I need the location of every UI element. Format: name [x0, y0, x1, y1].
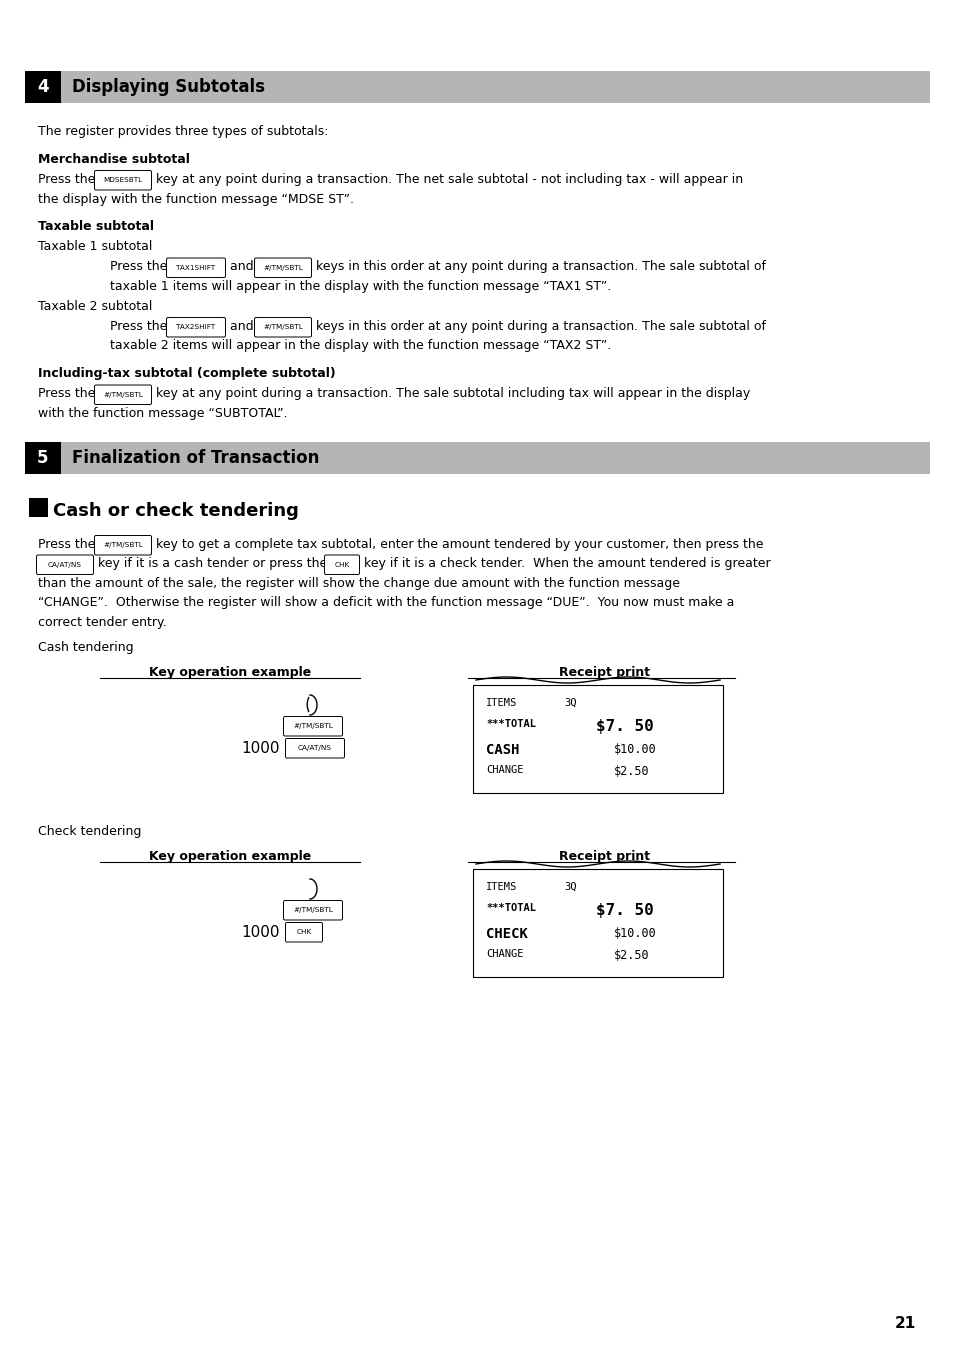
FancyBboxPatch shape	[324, 554, 359, 575]
Text: and: and	[226, 260, 253, 274]
Text: $10.00: $10.00	[614, 927, 656, 940]
Text: and: and	[226, 320, 253, 333]
Text: Cash or check tendering: Cash or check tendering	[53, 502, 298, 519]
Text: key to get a complete tax subtotal, enter the amount tendered by your customer, : key to get a complete tax subtotal, ente…	[152, 538, 762, 550]
Text: Key operation example: Key operation example	[149, 666, 311, 679]
Text: ITEMS: ITEMS	[485, 697, 517, 708]
Text: 3Q: 3Q	[563, 697, 576, 708]
Text: Press the: Press the	[38, 173, 95, 186]
Text: $10.00: $10.00	[614, 743, 656, 755]
Text: $2.50: $2.50	[614, 948, 649, 962]
Bar	[473, 869, 722, 977]
Text: CHANGE: CHANGE	[485, 948, 523, 959]
Text: CASH: CASH	[485, 743, 519, 757]
Text: Press the: Press the	[38, 387, 95, 401]
Text: $7. 50: $7. 50	[596, 902, 653, 919]
Text: taxable 1 items will appear in the display with the function message “TAX1 ST”.: taxable 1 items will appear in the displ…	[110, 281, 611, 293]
Text: #/TM/SBTL: #/TM/SBTL	[263, 324, 302, 331]
Text: CHECK: CHECK	[485, 927, 527, 942]
Text: Key operation example: Key operation example	[149, 850, 311, 863]
Text: MDSESBTL: MDSESBTL	[103, 177, 142, 183]
Bar	[473, 685, 722, 793]
Text: #/TM/SBTL: #/TM/SBTL	[293, 723, 333, 730]
Bar	[25, 71, 61, 103]
Text: CA/AT/NS: CA/AT/NS	[297, 745, 332, 751]
Text: #/TM/SBTL: #/TM/SBTL	[103, 391, 143, 398]
Text: #/TM/SBTL: #/TM/SBTL	[103, 542, 143, 548]
Text: CHK: CHK	[296, 929, 312, 935]
Text: Press the: Press the	[38, 538, 95, 550]
Text: Receipt print: Receipt print	[558, 666, 650, 679]
Text: 1000: 1000	[241, 741, 280, 755]
Bar	[25, 71, 929, 103]
FancyBboxPatch shape	[283, 901, 342, 920]
FancyBboxPatch shape	[94, 170, 152, 190]
Text: The register provides three types of subtotals:: The register provides three types of sub…	[38, 125, 328, 138]
Text: 1000: 1000	[241, 925, 280, 940]
Text: Check tendering: Check tendering	[38, 826, 141, 838]
FancyBboxPatch shape	[94, 384, 152, 405]
FancyBboxPatch shape	[285, 923, 322, 942]
Text: keys in this order at any point during a transaction. The sale subtotal of: keys in this order at any point during a…	[312, 320, 765, 333]
Text: 5: 5	[37, 449, 49, 467]
Text: with the function message “SUBTOTAL”.: with the function message “SUBTOTAL”.	[38, 407, 287, 420]
Text: Press the: Press the	[110, 260, 167, 274]
Text: CHK: CHK	[334, 561, 349, 568]
Text: Press the: Press the	[110, 320, 167, 333]
Text: Taxable 2 subtotal: Taxable 2 subtotal	[38, 299, 152, 313]
Text: Including-tax subtotal (complete subtotal): Including-tax subtotal (complete subtota…	[38, 367, 335, 380]
Text: TAX2SHIFT: TAX2SHIFT	[176, 324, 215, 331]
Text: 4: 4	[37, 78, 49, 96]
Text: than the amount of the sale, the register will show the change due amount with t: than the amount of the sale, the registe…	[38, 577, 679, 590]
Text: Finalization of Transaction: Finalization of Transaction	[71, 449, 319, 467]
Text: key at any point during a transaction. The net sale subtotal - not including tax: key at any point during a transaction. T…	[152, 173, 742, 186]
Text: Merchandise subtotal: Merchandise subtotal	[38, 152, 190, 166]
Bar	[29, 498, 48, 517]
FancyBboxPatch shape	[254, 258, 312, 278]
FancyBboxPatch shape	[167, 258, 225, 278]
Text: 3Q: 3Q	[563, 882, 576, 892]
Text: the display with the function message “MDSE ST”.: the display with the function message “M…	[38, 193, 354, 205]
Text: taxable 2 items will appear in the display with the function message “TAX2 ST”.: taxable 2 items will appear in the displ…	[110, 340, 611, 352]
FancyBboxPatch shape	[283, 716, 342, 737]
Text: ***TOTAL: ***TOTAL	[485, 719, 536, 728]
Text: $7. 50: $7. 50	[596, 719, 653, 734]
Text: 21: 21	[894, 1317, 915, 1331]
Text: ***TOTAL: ***TOTAL	[485, 902, 536, 913]
Text: #/TM/SBTL: #/TM/SBTL	[263, 264, 302, 271]
FancyBboxPatch shape	[285, 738, 344, 758]
Bar	[25, 442, 61, 473]
Text: Receipt print: Receipt print	[558, 850, 650, 863]
FancyBboxPatch shape	[36, 554, 93, 575]
Text: Cash tendering: Cash tendering	[38, 641, 133, 654]
Text: Taxable subtotal: Taxable subtotal	[38, 220, 153, 233]
FancyBboxPatch shape	[254, 317, 312, 337]
Text: keys in this order at any point during a transaction. The sale subtotal of: keys in this order at any point during a…	[312, 260, 765, 274]
FancyBboxPatch shape	[167, 317, 225, 337]
Text: correct tender entry.: correct tender entry.	[38, 616, 167, 629]
Text: key if it is a cash tender or press the: key if it is a cash tender or press the	[94, 557, 327, 571]
FancyBboxPatch shape	[94, 536, 152, 554]
Text: Taxable 1 subtotal: Taxable 1 subtotal	[38, 240, 152, 254]
Text: ITEMS: ITEMS	[485, 882, 517, 892]
Text: TAX1SHIFT: TAX1SHIFT	[176, 264, 215, 271]
Text: #/TM/SBTL: #/TM/SBTL	[293, 908, 333, 913]
Text: $2.50: $2.50	[614, 765, 649, 778]
Bar	[25, 442, 929, 473]
Text: “CHANGE”.  Otherwise the register will show a deficit with the function message : “CHANGE”. Otherwise the register will sh…	[38, 596, 734, 610]
Text: CA/AT/NS: CA/AT/NS	[48, 561, 82, 568]
Text: CHANGE: CHANGE	[485, 765, 523, 774]
Text: key at any point during a transaction. The sale subtotal including tax will appe: key at any point during a transaction. T…	[152, 387, 749, 401]
Text: Displaying Subtotals: Displaying Subtotals	[71, 78, 265, 96]
Text: key if it is a check tender.  When the amount tendered is greater: key if it is a check tender. When the am…	[359, 557, 770, 571]
